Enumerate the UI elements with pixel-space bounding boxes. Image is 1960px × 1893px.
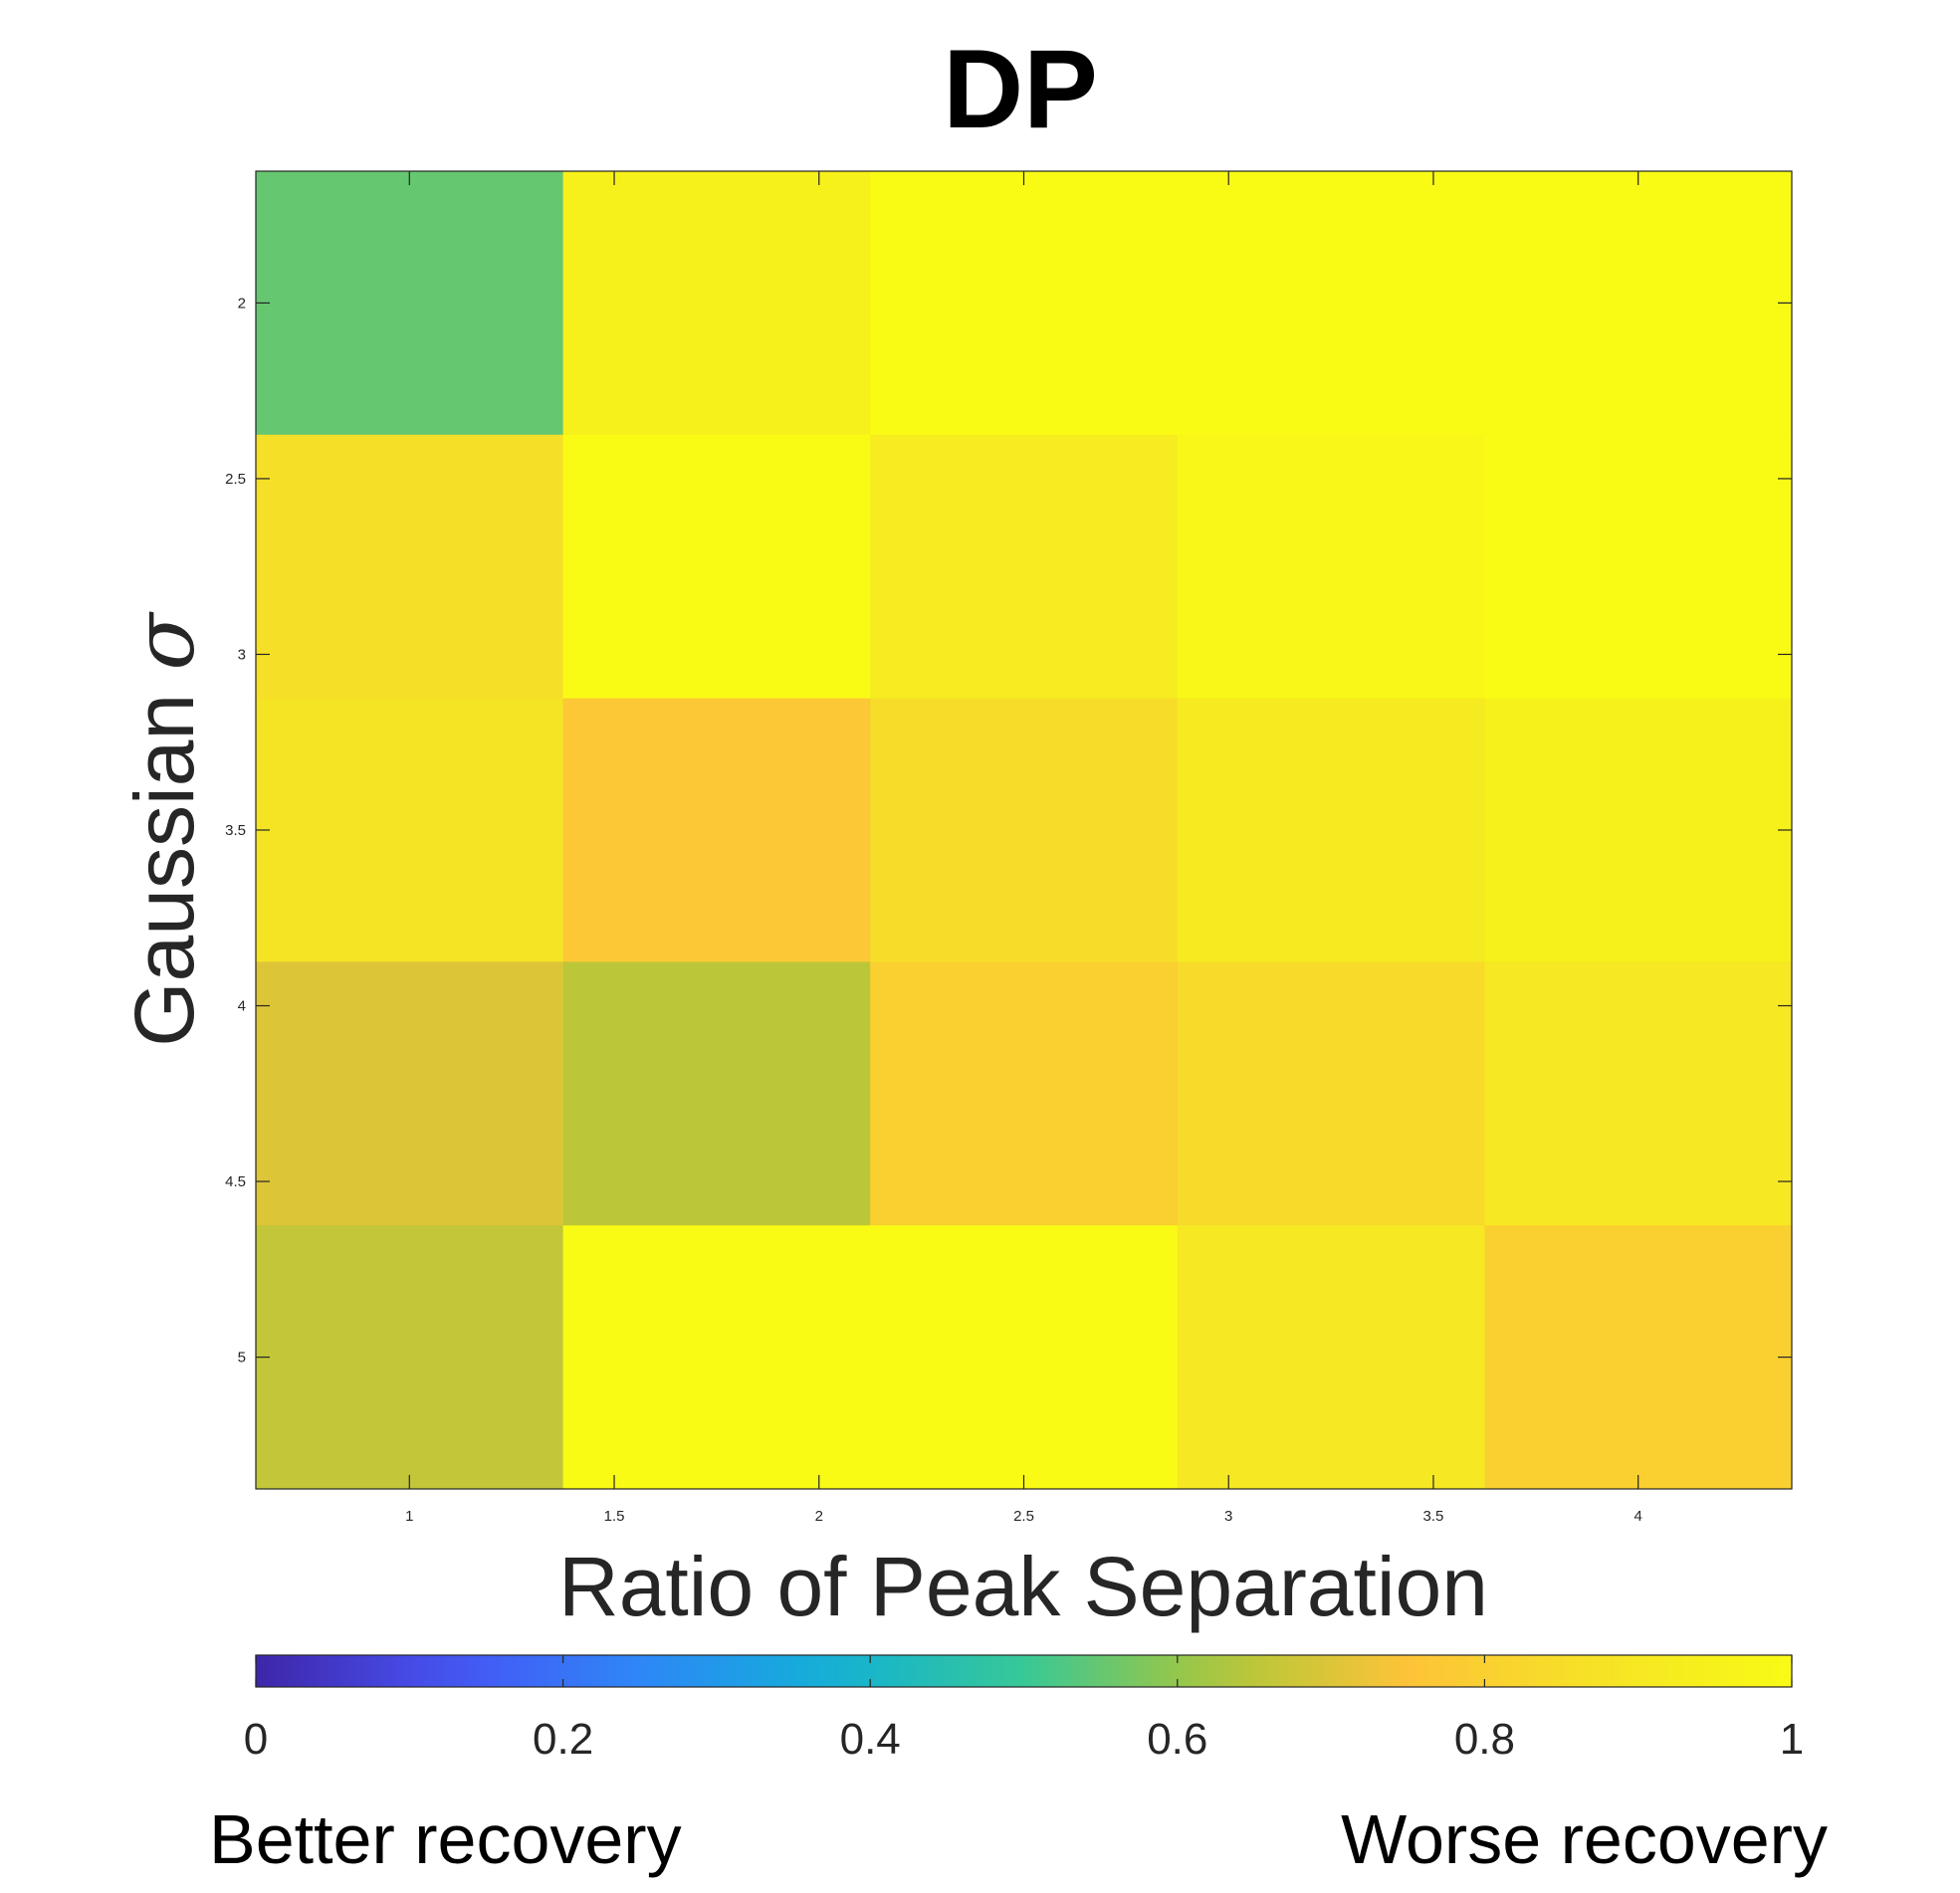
y-tick-label: 3.5 — [225, 822, 246, 839]
x-tick-label: 1 — [405, 1508, 413, 1525]
heatmap-cells — [256, 171, 1793, 1490]
heatmap-cell — [870, 171, 1179, 436]
worse-recovery-label: Worse recovery — [1341, 1800, 1828, 1878]
heatmap-cell — [1177, 698, 1485, 962]
y-axis-label-text: Gaussian — [117, 694, 211, 1047]
y-axis-label: Gaussian σ — [115, 611, 213, 1047]
colorbar-tick-label: 0.8 — [1454, 1715, 1515, 1764]
colorbar-tick-label: 0.6 — [1147, 1715, 1207, 1764]
x-tick-label: 2.5 — [1013, 1508, 1034, 1525]
x-tick-label: 3 — [1224, 1508, 1232, 1525]
colorbar-tick-label: 1 — [1780, 1715, 1804, 1764]
heatmap-cell — [870, 961, 1179, 1226]
heatmap-cell — [870, 1225, 1179, 1490]
y-tick-label: 2.5 — [225, 471, 246, 488]
y-tick-label: 2 — [238, 295, 246, 312]
heatmap-cell — [562, 1225, 871, 1490]
heatmap-cell — [1177, 961, 1485, 1226]
heatmap-cell — [256, 961, 564, 1226]
heatmap-cell — [1484, 961, 1793, 1226]
heatmap-cell — [1484, 698, 1793, 962]
colorbar-tick-label: 0.2 — [533, 1715, 593, 1764]
heatmap-cell — [562, 698, 871, 962]
y-tick-label: 4 — [238, 998, 246, 1015]
heatmap-cell — [256, 698, 564, 962]
heatmap-cell — [870, 434, 1179, 700]
colorbar — [255, 1654, 1793, 1688]
heatmap-cell — [562, 171, 871, 436]
colorbar-tick-labels: 0 0.2 0.4 0.6 0.8 1 — [244, 1715, 1804, 1764]
heatmap-cell — [1484, 434, 1793, 700]
heatmap-cell — [256, 1225, 564, 1490]
y-tick-label: 4.5 — [225, 1173, 246, 1190]
x-tick-labels: 1 1.5 2 2.5 3 3.5 4 — [405, 1508, 1642, 1525]
x-tick-label: 3.5 — [1423, 1508, 1444, 1525]
heatmap-cell — [256, 171, 564, 436]
heatmap-cell — [1177, 434, 1485, 700]
y-tick-label: 5 — [238, 1350, 246, 1367]
heatmap-cell — [562, 961, 871, 1226]
colorbar-tick-label: 0 — [244, 1715, 268, 1764]
x-tick-label: 4 — [1634, 1508, 1642, 1525]
heatmap-cell — [870, 698, 1179, 962]
y-tick-label: 3 — [238, 646, 246, 663]
chart-title: DP — [943, 27, 1098, 151]
x-tick-label: 1.5 — [604, 1508, 625, 1525]
heatmap-cell — [256, 434, 564, 700]
heatmap-cell — [1177, 1225, 1485, 1490]
y-tick-labels: 2 2.5 3 3.5 4 4.5 5 — [225, 295, 246, 1366]
x-tick-label: 2 — [815, 1508, 823, 1525]
heatmap-cell — [562, 434, 871, 700]
colorbar-tick-label: 0.4 — [840, 1715, 901, 1764]
colorbar-ticks — [255, 1655, 1793, 1687]
axis-ticks — [256, 171, 1792, 1489]
heatmap-cell — [1484, 171, 1793, 436]
better-recovery-label: Better recovery — [209, 1800, 682, 1878]
heatmap-cell — [1177, 171, 1485, 436]
y-axis-label-symbol: σ — [115, 611, 213, 671]
x-axis-label: Ratio of Peak Separation — [558, 1540, 1488, 1633]
heatmap-cell — [1484, 1225, 1793, 1490]
